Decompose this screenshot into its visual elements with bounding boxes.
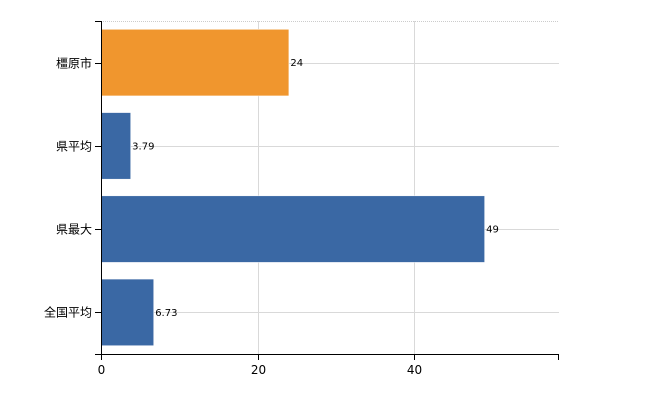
axes xyxy=(95,21,559,360)
value-label: 6.73 xyxy=(155,308,177,319)
bar-2 xyxy=(100,195,485,263)
bar-1 xyxy=(100,112,131,180)
y-tick-label: 県平均 xyxy=(56,140,92,154)
bar-0 xyxy=(100,29,290,97)
y-tick-label: 全国平均 xyxy=(44,305,92,320)
bars xyxy=(100,29,485,346)
x-tick-label: 40 xyxy=(407,363,422,377)
y-tick-label: 橿原市 xyxy=(56,56,92,71)
x-tick-label: 0 xyxy=(98,363,106,377)
x-tick-label: 20 xyxy=(251,363,266,377)
value-label: 3.79 xyxy=(132,141,154,152)
y-tick-label: 県最大 xyxy=(56,223,92,237)
bar-3 xyxy=(100,278,154,346)
value-label: 49 xyxy=(486,225,499,236)
value-label: 24 xyxy=(290,58,303,69)
